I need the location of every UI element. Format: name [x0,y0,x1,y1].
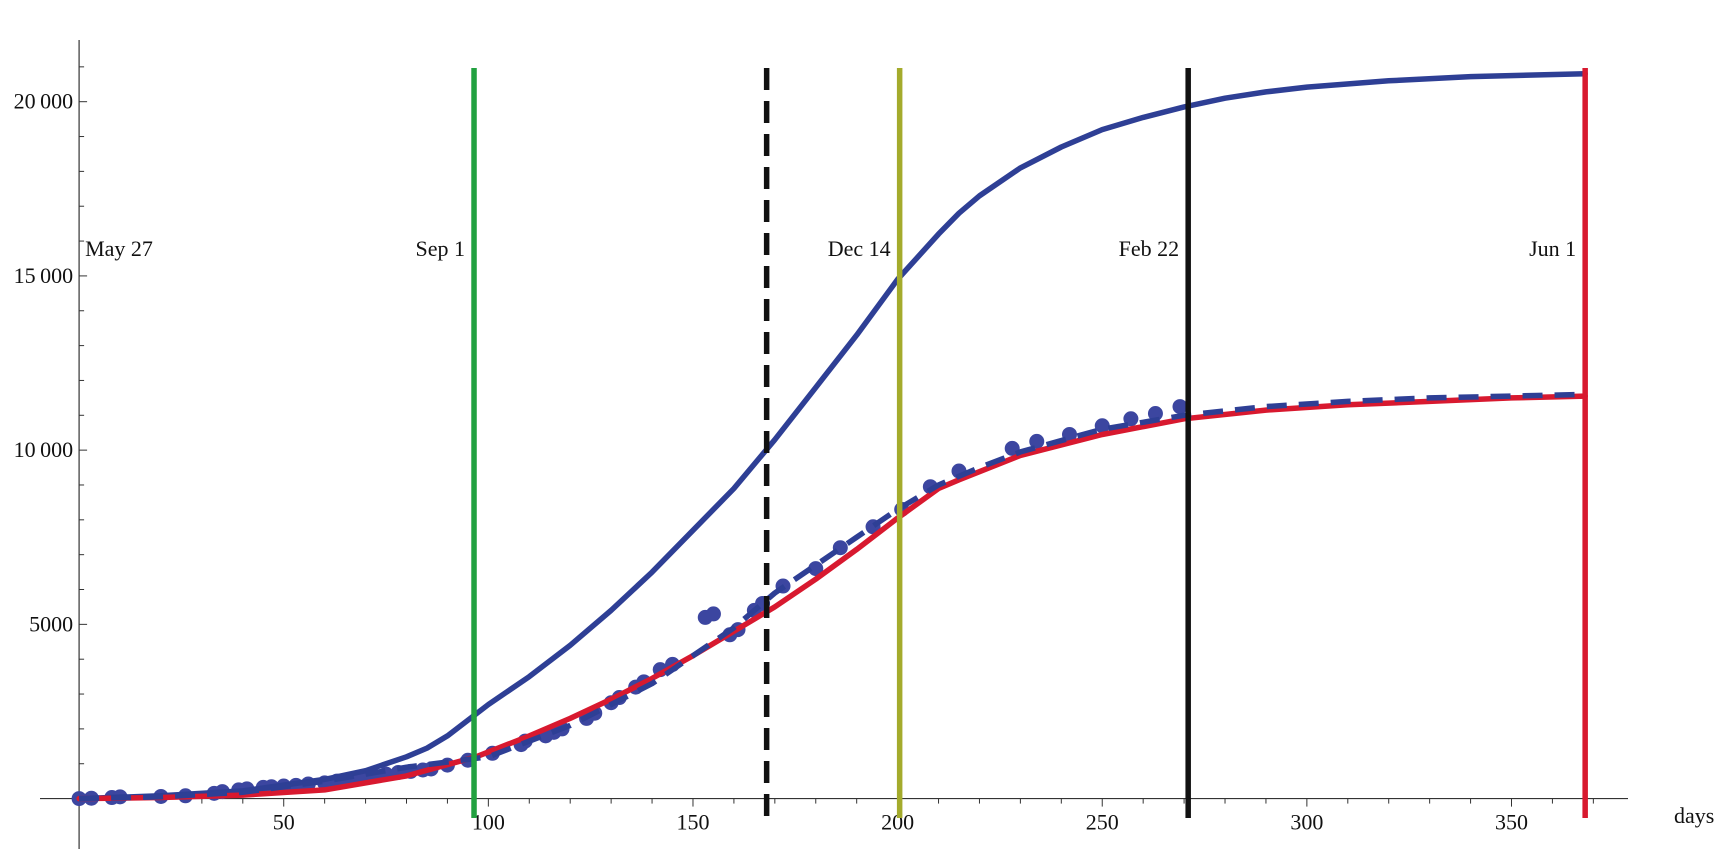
x-tick-label: 300 [1290,810,1323,835]
x-tick-label: 350 [1495,810,1528,835]
event-label: Dec 14 [828,236,891,261]
y-tick-label: 10 000 [14,437,73,462]
data-point [1094,418,1110,434]
y-tick-label: 5000 [29,611,73,636]
data-point [1172,399,1188,415]
labels: May 27 Sep 1 Dec 14 Feb 22 Jun 1 [85,236,1576,261]
x-tick-label: 100 [472,810,505,835]
event-lines [471,68,1588,818]
event-label: Feb 22 [1119,236,1180,261]
x-tick-label: 250 [1086,810,1119,835]
data-point [808,561,824,577]
series-line-1 [76,71,1588,802]
x-axis-label: days [1674,803,1714,828]
y-tick-label: 20 000 [14,89,73,114]
x-tick-label: 150 [676,810,709,835]
data-point [1029,433,1045,449]
y-tick-label: 15 000 [14,263,73,288]
series-line-2 [76,393,1588,802]
event-label: Jun 1 [1529,236,1576,261]
data-points [71,399,1188,807]
data-point [705,606,721,622]
x-tick-label: 50 [273,810,295,835]
data-point [1062,426,1077,442]
axes [40,40,1628,849]
series-line-3 [79,391,1586,802]
event-label: Sep 1 [416,236,466,261]
curves [76,71,1588,802]
event-label: May 27 [85,236,153,261]
